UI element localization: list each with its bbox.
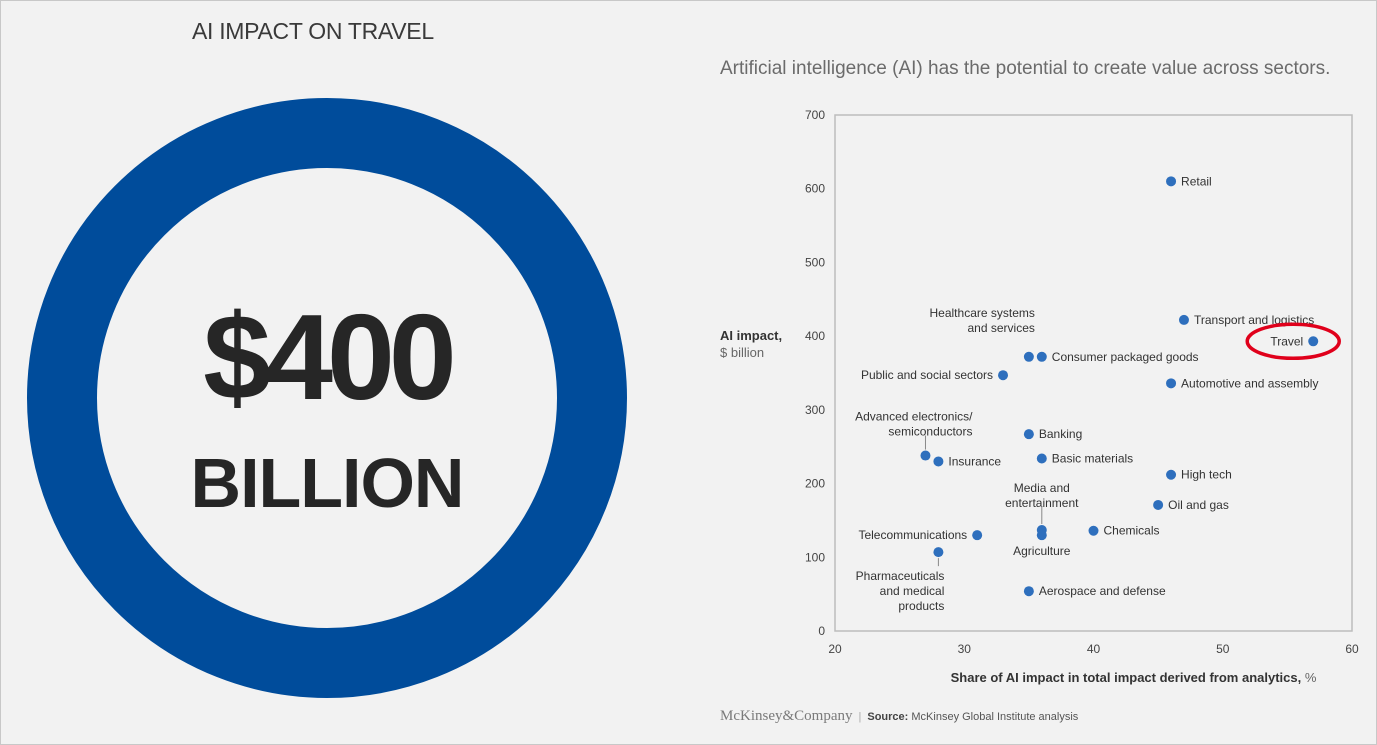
data-label-healthcare-systems-and-services: Healthcare systems	[930, 306, 1035, 320]
data-label-basic-materials: Basic materials	[1052, 452, 1133, 466]
data-label-advanced-electronics-semiconductors: Advanced electronics/	[855, 410, 973, 424]
data-point-retail	[1166, 176, 1177, 187]
data-point-high-tech	[1166, 469, 1177, 480]
y-tick-label: 100	[805, 550, 825, 564]
data-label-consumer-packaged-goods: Consumer packaged goods	[1052, 350, 1199, 364]
x-tick-label: 30	[958, 642, 972, 656]
plot-area	[834, 114, 1353, 632]
data-label-pharmaceuticals-and-medical-products: Pharmaceuticals	[856, 569, 945, 583]
data-point-advanced-electronics-semiconductors	[920, 450, 931, 461]
data-point-banking	[1023, 429, 1034, 440]
left-panel-title: AI IMPACT ON TRAVEL	[192, 18, 434, 44]
data-label-chemicals: Chemicals	[1104, 524, 1160, 538]
data-point-telecommunications	[972, 530, 983, 541]
data-point-chemicals	[1088, 525, 1099, 536]
y-axis-label: AI impact,	[720, 328, 782, 343]
highlight-circle	[1245, 322, 1341, 361]
impact-unit: BILLION	[190, 444, 465, 522]
y-tick-label: 400	[805, 329, 825, 343]
y-tick-label: 600	[805, 182, 825, 196]
y-tick-label: 700	[805, 108, 825, 122]
x-axis-label-text: Share of AI impact in total impact deriv…	[951, 670, 1305, 685]
x-tick-label: 60	[1345, 642, 1359, 656]
y-axis-unit: $ billion	[720, 345, 764, 360]
y-tick-label: 200	[805, 477, 825, 491]
x-tick-label: 20	[828, 642, 842, 656]
data-label-oil-and-gas: Oil and gas	[1168, 498, 1229, 512]
source-label: Source:	[867, 711, 909, 723]
data-label-public-and-social-sectors: Public and social sectors	[861, 368, 993, 382]
data-point-agriculture	[1036, 530, 1047, 541]
source-line: McKinsey&Company | Source: McKinsey Global…	[720, 708, 1078, 725]
data-point-aerospace-and-defense	[1023, 586, 1034, 597]
data-label-media-and-entertainment: entertainment	[1005, 496, 1079, 510]
data-point-oil-and-gas	[1153, 499, 1164, 510]
data-label-media-and-entertainment: Media and	[1014, 481, 1070, 495]
x-axis-label-unit: %	[1305, 670, 1317, 685]
data-point-transport-and-logistics	[1178, 314, 1189, 325]
data-point-healthcare-systems-and-services	[1023, 351, 1034, 362]
data-point-insurance	[933, 456, 944, 467]
y-tick-label: 0	[818, 624, 825, 638]
data-label-high-tech: High tech	[1181, 468, 1232, 482]
x-tick-label: 40	[1087, 642, 1101, 656]
data-label-aerospace-and-defense: Aerospace and defense	[1039, 584, 1166, 598]
data-label-agriculture: Agriculture	[1013, 544, 1071, 558]
data-label-travel: Travel	[1270, 334, 1303, 348]
data-label-insurance: Insurance	[948, 454, 1001, 468]
data-label-advanced-electronics-semiconductors: semiconductors	[888, 425, 972, 439]
chart-subtitle: Artificial intelligence (AI) has the pot…	[720, 58, 1331, 79]
data-point-automotive-and-assembly	[1166, 378, 1177, 389]
impact-amount: $400	[203, 289, 456, 425]
x-tick-label: 50	[1216, 642, 1230, 656]
data-label-healthcare-systems-and-services: and services	[968, 321, 1035, 335]
data-label-retail: Retail	[1181, 174, 1212, 188]
data-point-consumer-packaged-goods	[1036, 351, 1047, 362]
y-tick-label: 300	[805, 403, 825, 417]
y-tick-label: 500	[805, 255, 825, 269]
data-label-pharmaceuticals-and-medical-products: and medical	[880, 584, 945, 598]
scatter-chart: 0 100 200 300 400 500 600 700 20 30 40 50 60 AI impac…	[720, 108, 1359, 685]
source-separator: |	[858, 711, 862, 723]
data-point-basic-materials	[1036, 453, 1047, 464]
source-text: McKinsey Global Institute analysis	[911, 711, 1079, 723]
data-label-automotive-and-assembly: Automotive and assembly	[1181, 376, 1318, 390]
data-point-pharmaceuticals-and-medical-products	[933, 547, 944, 558]
x-axis-label: Share of AI impact in total impact deriv…	[951, 670, 1317, 685]
data-label-banking: Banking	[1039, 427, 1082, 441]
data-point-travel	[1308, 336, 1319, 347]
brand-logo: McKinsey&Company	[720, 708, 853, 724]
data-point-public-and-social-sectors	[998, 370, 1009, 381]
data-label-pharmaceuticals-and-medical-products: products	[898, 599, 944, 613]
data-label-telecommunications: Telecommunications	[858, 528, 967, 542]
